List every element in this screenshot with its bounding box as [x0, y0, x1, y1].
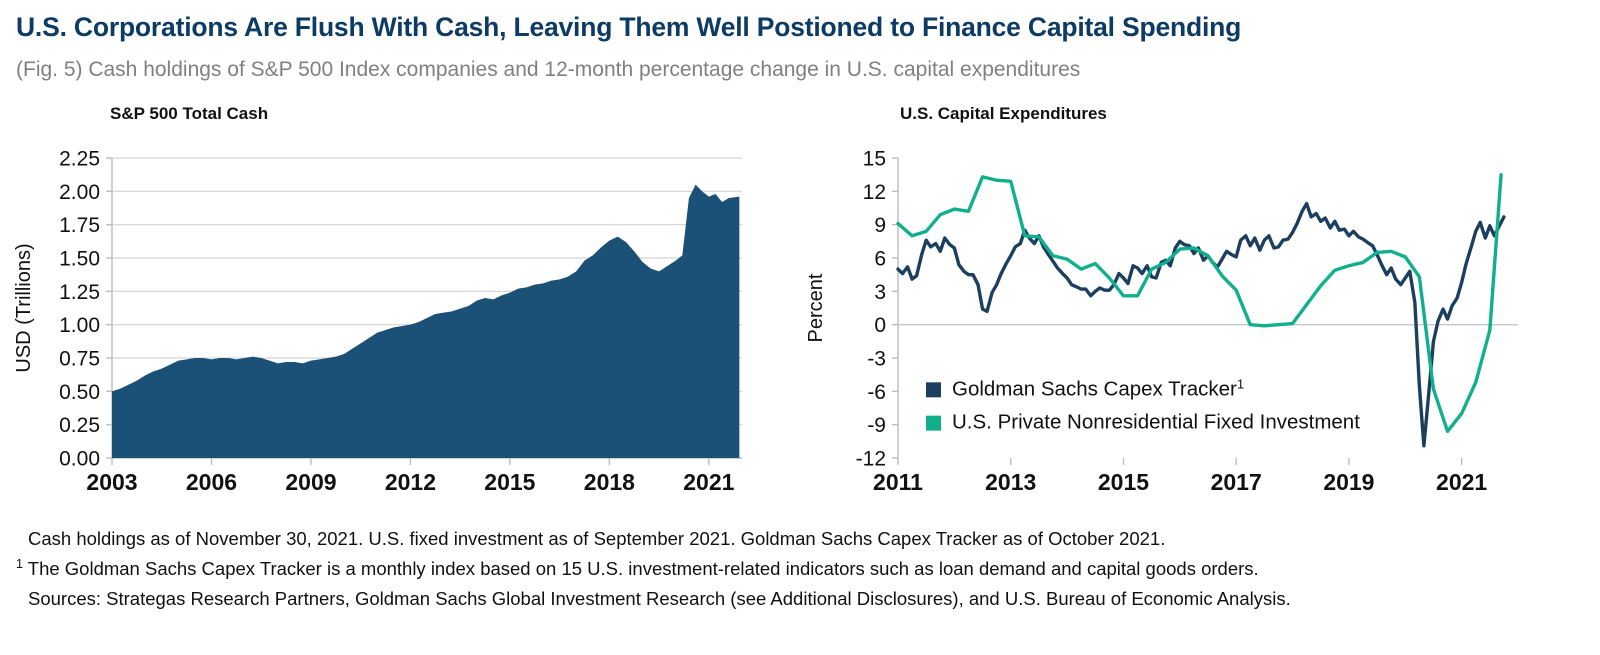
- legend-sup-marker: 1: [1237, 376, 1244, 391]
- y-tick-label: 3: [874, 281, 886, 304]
- x-tick-label: 2021: [683, 469, 734, 495]
- x-tick-label: 2018: [584, 469, 635, 495]
- chart-title-right: U.S. Capital Expenditures: [900, 104, 1107, 123]
- y-tick-label: -3: [867, 348, 886, 371]
- y-axis-title: Percent: [805, 273, 827, 342]
- x-tick-label: 2017: [1211, 469, 1262, 495]
- y-axis-title: USD (Trillions): [13, 243, 35, 372]
- us-capital-expenditures-chart: -12 -9 -6 -3 0 3 6 9 12 15 2011 2013 2015 2017 2019 202…: [805, 148, 1518, 495]
- legend-label-private-nonres: U.S. Private Nonresidential Fixed Invest…: [952, 411, 1360, 434]
- legend-swatch-goldman: [926, 382, 941, 398]
- x-tick-label: 2019: [1323, 469, 1374, 495]
- y-tick-label: -12: [856, 448, 886, 471]
- sp500-total-cash-chart: 0.00 0.25 0.50 0.75 1.00 1.25 1.50 1.75 2.00 2.25…: [13, 148, 742, 495]
- x-tick-label: 2013: [985, 469, 1036, 495]
- y-tick-label: 2.00: [59, 181, 100, 204]
- y-tick-label: -9: [867, 414, 886, 437]
- y-tick-label: 0: [874, 314, 886, 337]
- footnote-dates: Cash holdings as of November 30, 2021. U…: [28, 528, 1166, 549]
- y-tick-label: 0.50: [59, 381, 100, 404]
- chart-title-left: S&P 500 Total Cash: [110, 104, 269, 123]
- area-series-sp500-cash: [112, 184, 740, 459]
- y-tick-label: -6: [867, 381, 886, 404]
- footnotes: Cash holdings as of November 30, 2021. U…: [0, 524, 1600, 614]
- legend-swatch-private-nonres: [926, 415, 941, 431]
- y-tick-label: 1.75: [59, 214, 100, 237]
- legend-label-goldman: Goldman Sachs Capex Tracker1: [952, 376, 1244, 400]
- footnote-capex-tracker-text: The Goldman Sachs Capex Tracker is a mon…: [27, 558, 1259, 580]
- y-tick-label: 0.25: [59, 414, 100, 437]
- y-tick-label: 2.25: [59, 148, 100, 171]
- line-series-goldman-capex-tracker: [896, 201, 1506, 448]
- page-subtitle: (Fig. 5) Cash holdings of S&P 500 Index …: [16, 58, 1081, 81]
- x-tick-label: 2003: [86, 469, 137, 495]
- y-tick-label: 1.00: [59, 314, 100, 337]
- y-tick-label: 1.50: [59, 248, 100, 271]
- y-tick-label: 12: [863, 181, 886, 204]
- y-tick-label: 0.75: [59, 348, 100, 371]
- x-tick-label: 2009: [285, 469, 336, 495]
- footnote-sources: Sources: Strategas Research Partners, Go…: [28, 588, 1291, 610]
- x-tick-label: 2021: [1436, 469, 1487, 495]
- y-tick-label: 9: [874, 214, 886, 237]
- x-tick-label: 2011: [873, 469, 923, 495]
- y-tick-label: 15: [863, 148, 886, 171]
- x-tick-label: 2006: [186, 469, 237, 495]
- footnote-marker: 1: [16, 556, 23, 571]
- x-tick-label: 2012: [385, 469, 436, 495]
- line-series-private-nonres-fixed-investment: [896, 172, 1503, 434]
- footnote-capex-tracker: 1 The Goldman Sachs Capex Tracker is a m…: [0, 554, 1600, 584]
- y-tick-label: 0.00: [59, 448, 100, 471]
- x-tick-label: 2015: [1098, 469, 1149, 495]
- y-tick-label: 1.25: [59, 281, 100, 304]
- y-tick-label: 6: [874, 248, 886, 271]
- x-tick-label: 2015: [484, 469, 535, 495]
- page-title: U.S. Corporations Are Flush With Cash, L…: [16, 12, 1242, 42]
